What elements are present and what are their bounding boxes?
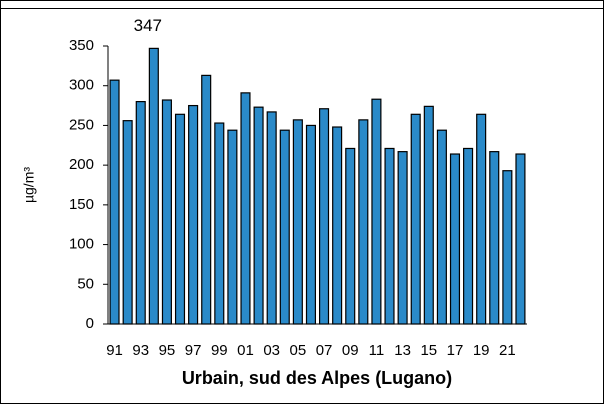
y-axis-title: µg/m³ <box>21 167 37 203</box>
bar <box>515 153 526 325</box>
x-tick-label: 07 <box>316 342 333 359</box>
x-tick-label: 99 <box>211 342 228 359</box>
bar <box>240 92 251 325</box>
bar <box>489 151 500 325</box>
y-tick-label: 200 <box>69 156 94 173</box>
bar <box>227 129 238 325</box>
x-tick-label: 93 <box>132 342 149 359</box>
bar <box>358 119 369 325</box>
bar <box>292 119 303 325</box>
x-axis-title: Urbain, sud des Alpes (Lugano) <box>182 368 452 388</box>
x-tick-label: 05 <box>290 342 307 359</box>
bar <box>279 129 290 325</box>
x-tick-label: 13 <box>394 342 411 359</box>
x-tick-label: 09 <box>342 342 359 359</box>
x-tick-label: 17 <box>447 342 464 359</box>
bar <box>122 120 133 325</box>
y-tick-label: 250 <box>69 116 94 133</box>
bar <box>109 79 120 325</box>
y-tick-label: 300 <box>69 77 94 94</box>
bar <box>345 147 356 325</box>
x-tick-label: 95 <box>159 342 176 359</box>
x-tick-label: 21 <box>499 342 516 359</box>
x-tick-label: 11 <box>369 342 385 359</box>
data-label: 347 <box>134 16 162 35</box>
x-tick-label: 01 <box>237 342 254 359</box>
x-tick-label: 97 <box>185 342 202 359</box>
bar <box>332 126 343 325</box>
bar <box>318 108 330 325</box>
bar <box>502 170 513 325</box>
y-tick-label: 350 <box>69 37 94 54</box>
bar <box>161 99 172 325</box>
bar <box>135 100 146 325</box>
bar <box>201 74 212 325</box>
bar <box>436 129 447 325</box>
bar <box>449 153 461 325</box>
x-tick-label: 03 <box>263 342 280 359</box>
bar <box>463 147 474 325</box>
bar <box>214 122 225 325</box>
y-tick-label: 100 <box>69 236 94 253</box>
bar <box>305 124 317 325</box>
bar <box>423 105 434 325</box>
bar <box>148 47 159 325</box>
x-tick-label: 19 <box>473 342 490 359</box>
y-tick-label: 0 <box>86 315 94 332</box>
bar <box>476 113 487 325</box>
y-tick-label: 50 <box>77 275 94 292</box>
bar <box>266 111 277 325</box>
bar <box>384 147 395 325</box>
bar <box>188 104 199 325</box>
bar <box>397 151 408 325</box>
y-tick-label: 150 <box>69 196 94 213</box>
bar <box>253 106 264 325</box>
x-tick-label: 91 <box>106 342 123 359</box>
bar <box>174 113 186 325</box>
bar <box>410 113 421 325</box>
bar <box>371 98 382 325</box>
x-tick-label: 15 <box>420 342 437 359</box>
